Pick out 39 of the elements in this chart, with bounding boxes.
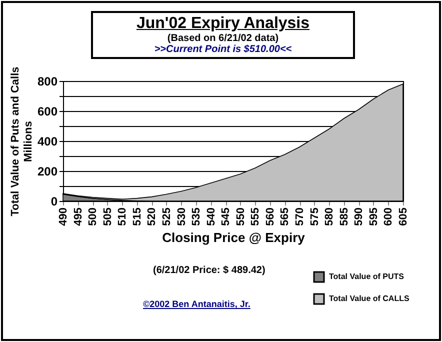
x-tick-label: 565 [279,208,292,226]
x-tick-label: 600 [382,208,395,226]
x-tick-label: 540 [205,208,218,226]
x-tick-label: 580 [324,208,336,226]
x-tick-label: 490 [58,208,70,226]
y-tick-label: 400 [37,134,58,148]
x-tick-label: 570 [294,208,306,226]
x-tick-label: 530 [176,208,188,226]
y-tick-label: 200 [37,164,58,178]
y-tick-label: 600 [37,104,58,118]
x-tick-label: 495 [72,208,84,226]
x-tick-label: 590 [353,208,366,226]
x-tick-label: 605 [398,208,410,226]
x-axis-title: Closing Price @ Expiry [162,230,306,245]
x-tick-label: 525 [160,208,173,226]
x-tick-label: 535 [190,208,203,226]
x-tick-label: 515 [131,208,144,226]
x-tick-label: 550 [234,208,247,226]
x-tick-label: 545 [220,208,232,226]
legend-label: Total Value of PUTS [329,272,405,281]
chart-title: Jun'02 Expiry Analysis [135,15,311,33]
y-tick-label: 0 [50,194,58,208]
text: ©2002 Ben Antanaitis, Jr. [143,299,250,309]
text: Millions [22,121,34,162]
x-tick-label: 505 [102,208,114,226]
y-tick-label: 800 [37,74,58,88]
x-tick-label: 560 [264,208,276,226]
x-tick-label: 510 [116,208,129,226]
x-tick-label: 595 [368,208,380,226]
legend-label: Total Value of CALLS [329,294,410,303]
chart-subtitle: (Based on 6/21/02 data) [166,33,280,44]
x-tick-label: 520 [146,208,158,226]
x-tick-label: 555 [250,208,262,226]
x-tick-label: 500 [87,208,100,226]
x-tick-label: 575 [308,208,321,226]
text: >>Current Point is $510.00<< [153,44,293,55]
x-tick-label: 585 [338,208,350,226]
text: (6/21/02 Price: $ 489.42) [153,265,266,276]
y-axis-title: Total Value of Puts and Calls [9,66,22,216]
